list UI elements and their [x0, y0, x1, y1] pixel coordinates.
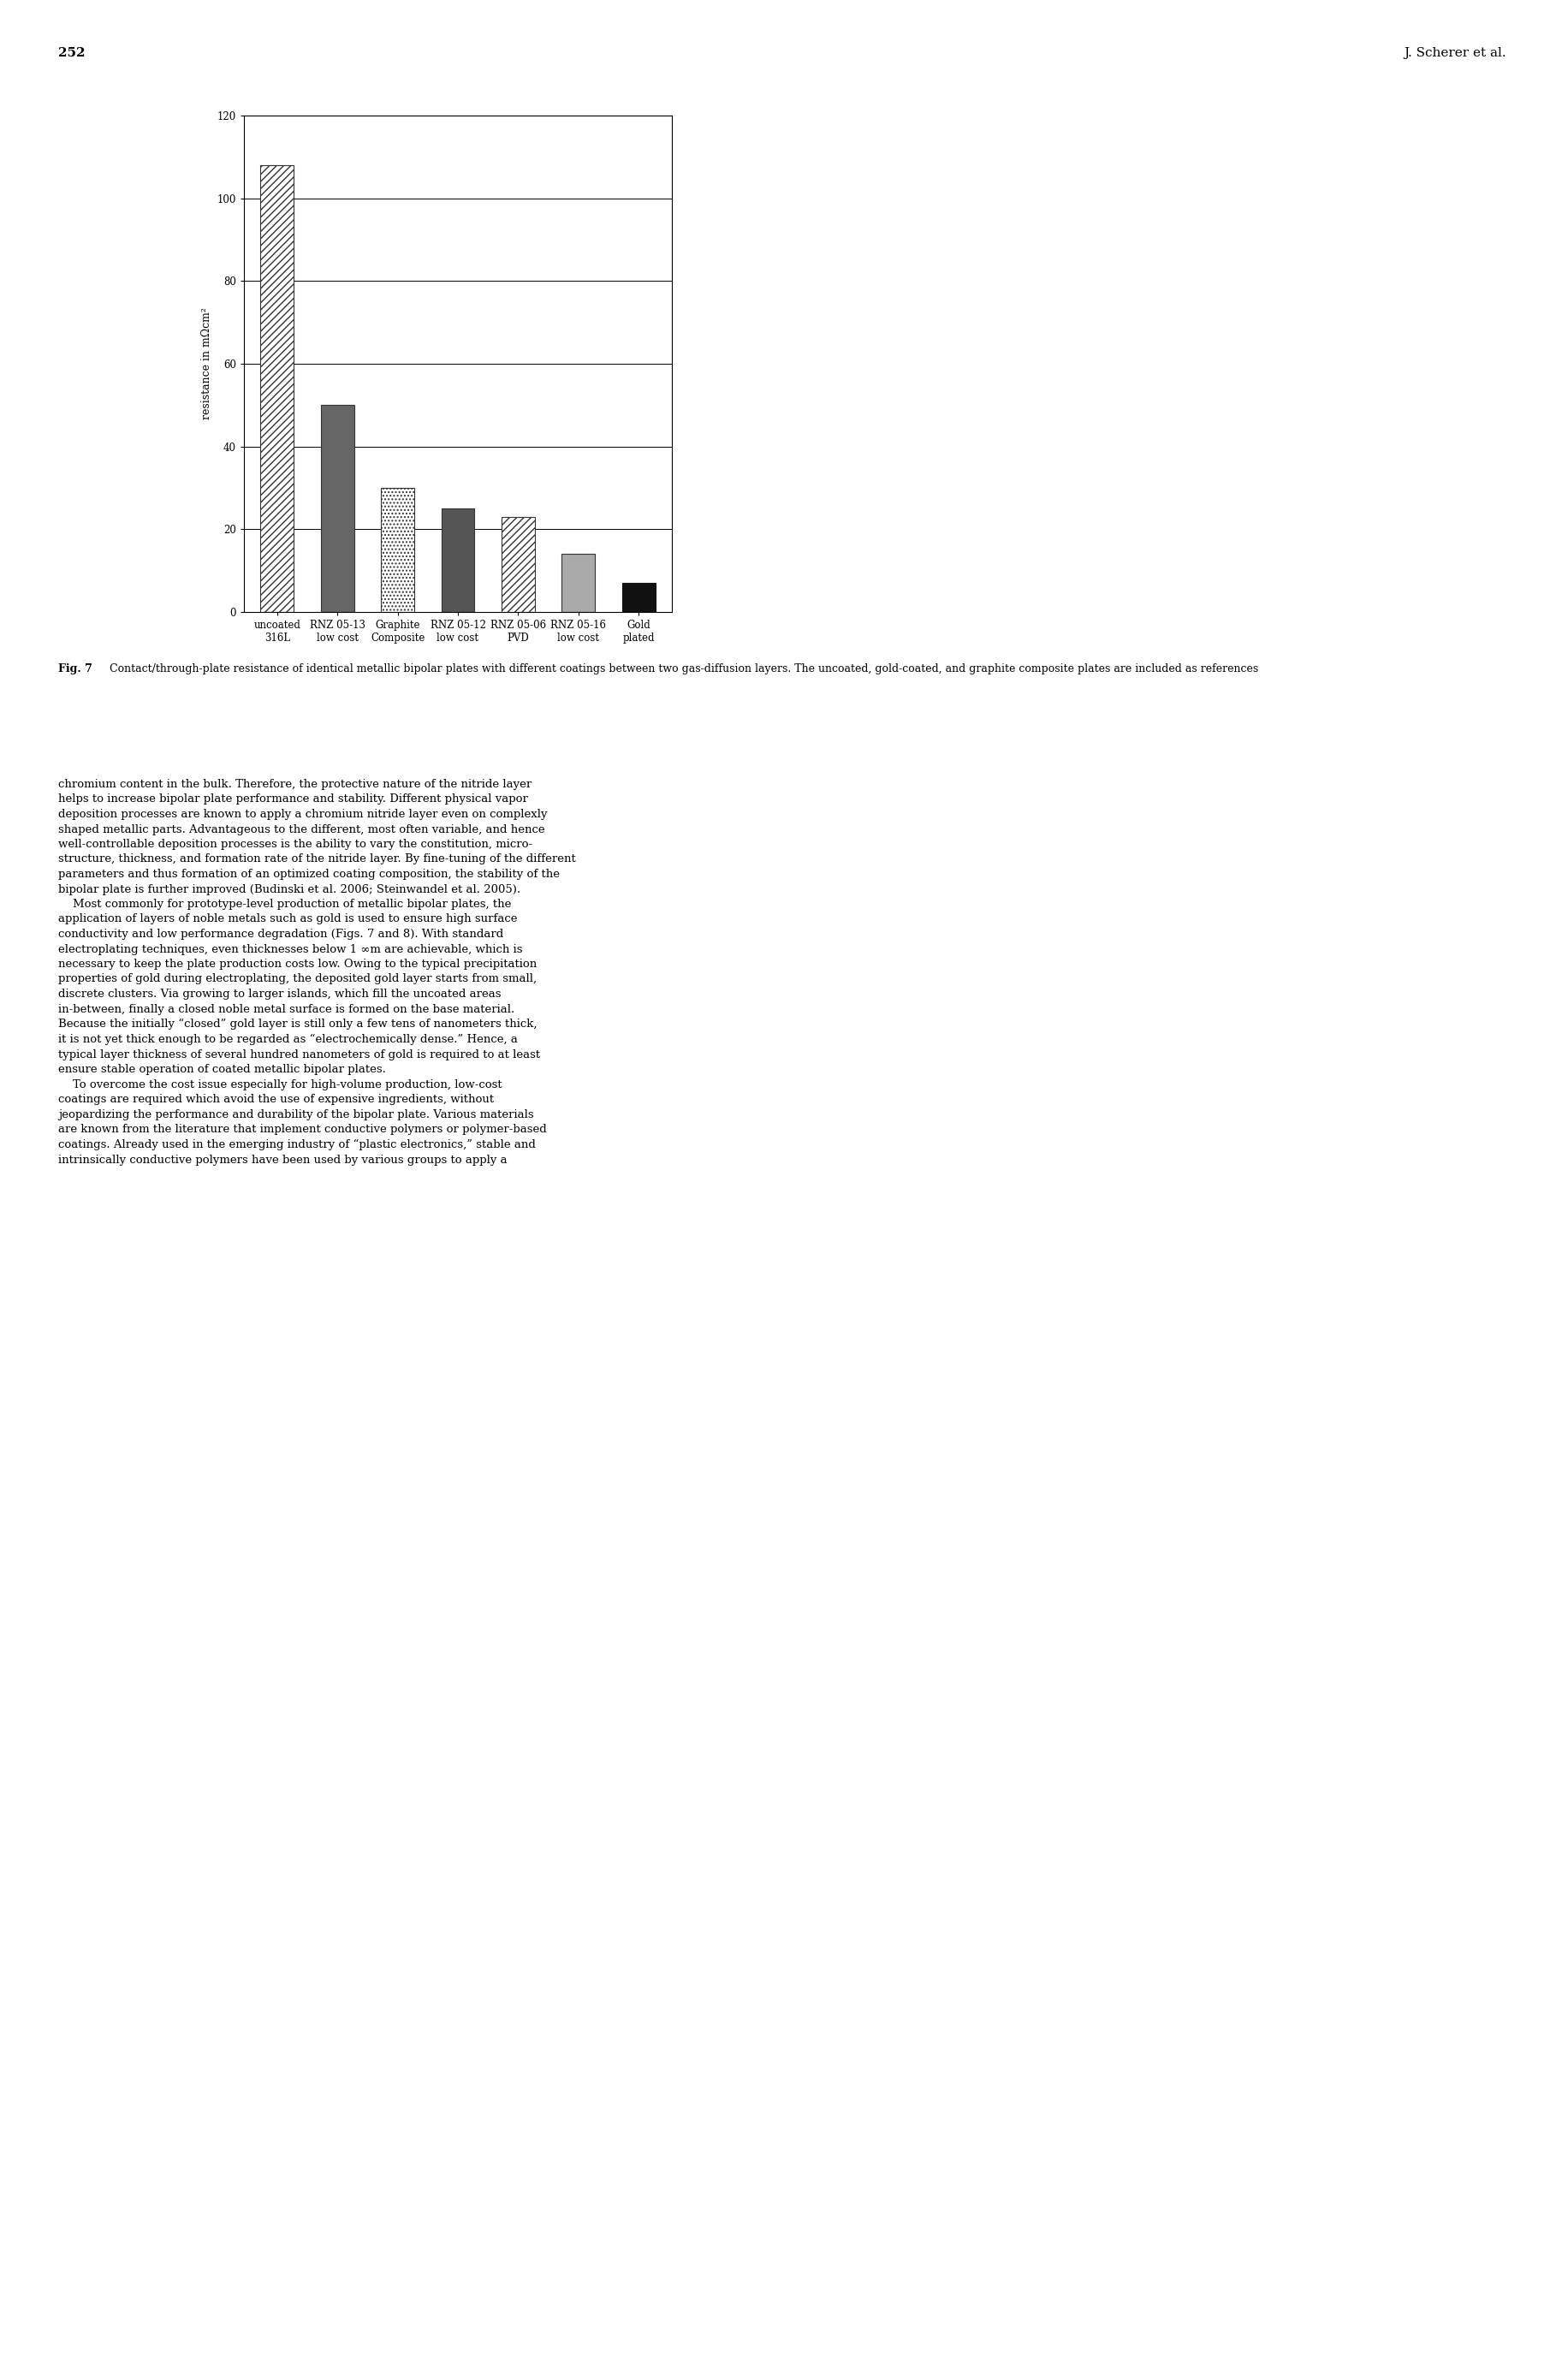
Bar: [321, 406, 354, 613]
Bar: [441, 508, 475, 613]
Bar: [502, 518, 535, 613]
Bar: [381, 487, 414, 613]
Text: Fig. 7: Fig. 7: [58, 663, 93, 675]
Bar: [561, 554, 594, 613]
Bar: [260, 166, 293, 613]
Bar: [622, 582, 655, 613]
Y-axis label: resistance in mΩcm²: resistance in mΩcm²: [201, 309, 212, 421]
Text: 252: 252: [58, 48, 85, 59]
Text: J. Scherer et al.: J. Scherer et al.: [1403, 48, 1507, 59]
Text: Contact/through-plate resistance of identical metallic bipolar plates with diffe: Contact/through-plate resistance of iden…: [103, 663, 1259, 675]
Text: chromium content in the bulk. Therefore, the protective nature of the nitride la: chromium content in the bulk. Therefore,…: [58, 779, 575, 1164]
